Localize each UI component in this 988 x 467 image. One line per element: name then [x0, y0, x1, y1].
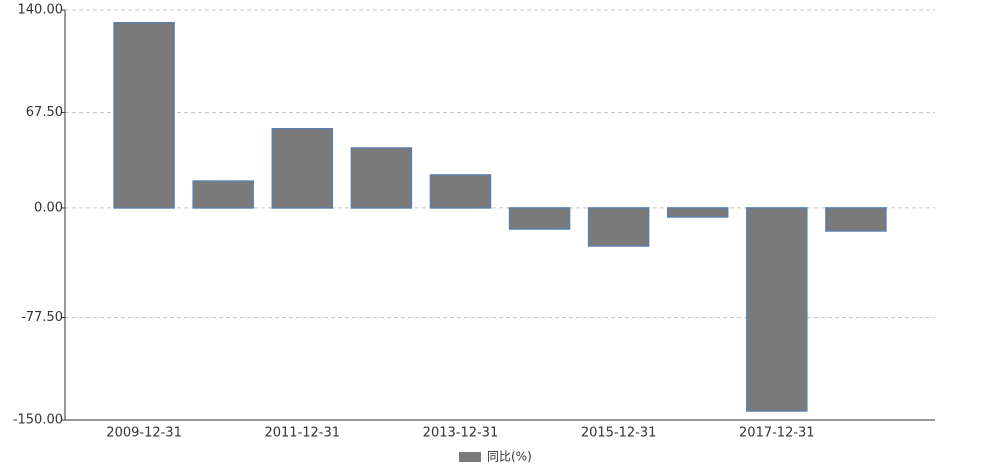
y-tick-label: 67.50	[26, 105, 63, 120]
y-tick-label: 140.00	[18, 3, 64, 18]
bar	[825, 207, 887, 232]
x-tick-label: 2017-12-31	[739, 426, 815, 441]
x-tick-label: 2015-12-31	[581, 426, 657, 441]
bar	[666, 207, 729, 218]
x-tick-label: 2011-12-31	[264, 426, 340, 441]
bar	[113, 21, 175, 209]
legend-label: 同比(%)	[487, 450, 532, 464]
y-tick-label: 0.00	[34, 200, 63, 215]
bar	[508, 207, 571, 230]
legend-swatch	[459, 452, 481, 462]
bar	[192, 180, 254, 209]
bar	[350, 147, 413, 209]
bar	[746, 207, 808, 412]
y-tick-label: -150.00	[13, 413, 63, 428]
bar	[429, 174, 492, 209]
x-tick-label: 2009-12-31	[106, 426, 182, 441]
x-tick-label: 2013-12-31	[423, 426, 499, 441]
bar	[271, 128, 334, 209]
bar	[587, 207, 650, 247]
y-tick-label: -77.50	[21, 310, 63, 325]
